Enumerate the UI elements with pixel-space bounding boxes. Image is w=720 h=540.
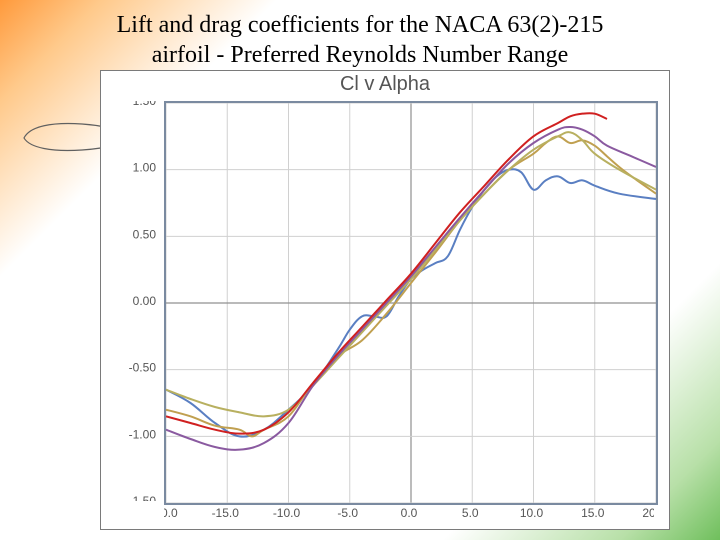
y-tick-label: -1.00 [129,427,157,441]
title-line-1: Lift and drag coefficients for the NACA … [117,12,604,38]
plot-area [164,101,658,505]
y-axis: -1.50 -1.00 -0.50 0.00 0.50 1.00 1.50 [101,101,164,501]
y-tick-label: 0.50 [133,227,157,241]
x-tick-label: 10.0 [520,506,544,520]
chart-title: Cl v Alpha [101,73,669,96]
y-tick-label: 1.00 [133,161,157,175]
slide-title: Lift and drag coefficients for the NACA … [0,10,720,70]
y-tick-label: 1.50 [133,101,157,108]
x-tick-label: 15.0 [581,506,605,520]
title-line-2: airfoil - Preferred Reynolds Number Rang… [152,42,569,68]
series-Re_1M [166,113,607,434]
x-tick-label: -20.0 [164,506,178,520]
x-tick-label: -10.0 [273,506,301,520]
x-tick-label: -5.0 [337,506,358,520]
y-tick-label: -1.50 [129,494,157,501]
y-tick-label: 0.00 [133,294,157,308]
x-tick-label: 5.0 [462,506,479,520]
x-tick-label: 20.0 [642,506,654,520]
chart-container: Cl v Alpha -1.50 -1.00 -0.50 0.00 0.50 1.00 1.… [100,70,670,530]
slide: Lift and drag coefficients for the NACA … [0,0,720,540]
x-tick-label: -15.0 [212,506,240,520]
y-tick-label: -0.50 [129,361,157,375]
x-tick-label: 0.0 [401,506,418,520]
